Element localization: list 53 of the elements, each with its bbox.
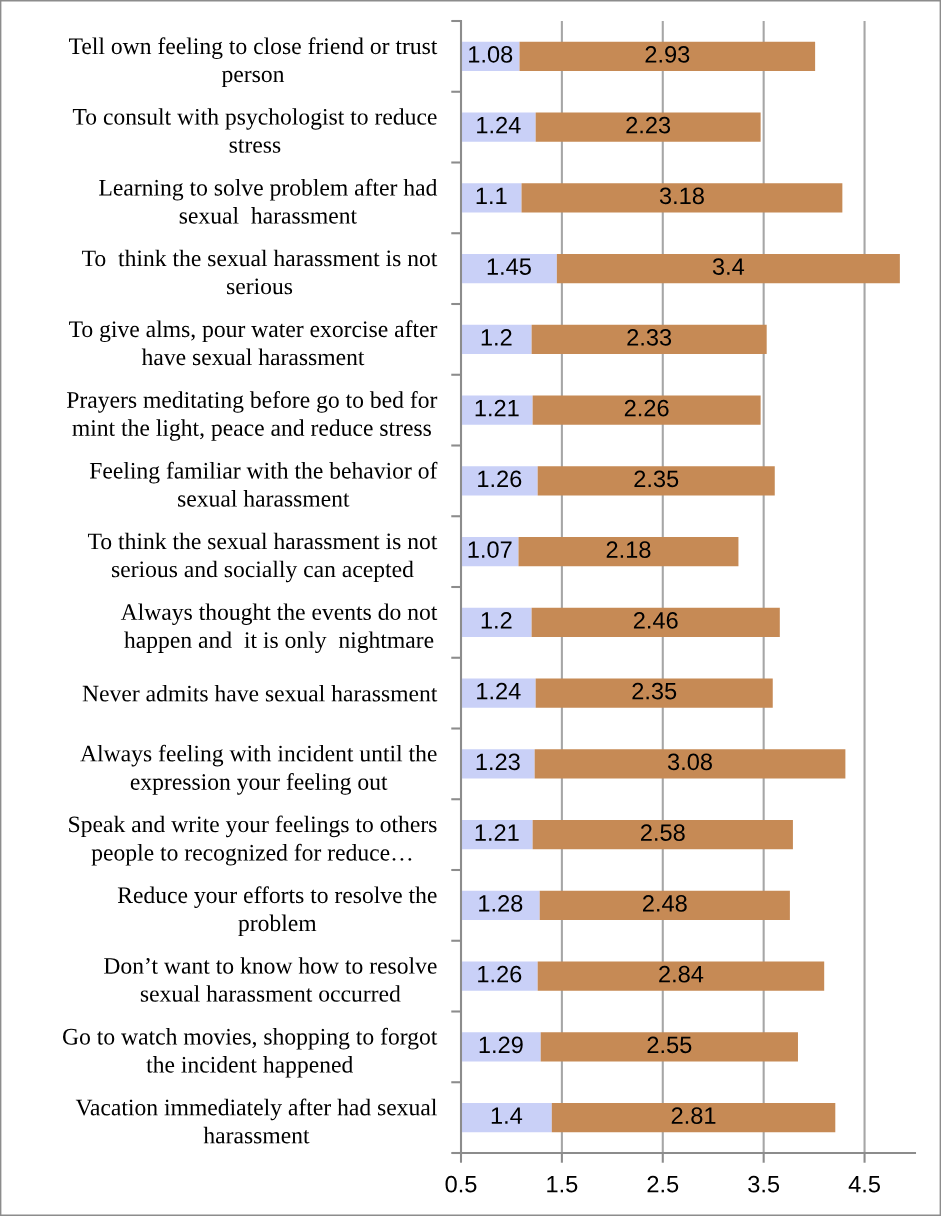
x-tick-label: 4.5: [848, 1176, 880, 1193]
data-label: 2.18: [606, 541, 651, 558]
y-tick-label: Go to watch movies, shopping to forgot the incident happened: [63, 1027, 438, 1078]
y-tick-label: Prayers meditating before go to bed for mint the light, peace and reduce stress: [66, 391, 438, 441]
data-label: 2.55: [647, 1036, 692, 1054]
data-label: 1.2: [481, 611, 512, 629]
y-tick-label: Vacation immediately after had sexual harassment: [75, 1098, 437, 1144]
data-label: 3.4: [712, 258, 745, 275]
y-tick-label: Always thought the events do not happen and it is only nightmare: [120, 603, 438, 653]
data-label: 1.07: [468, 541, 512, 558]
data-label: 2.58: [640, 824, 685, 841]
x-tick-label: 1.5: [547, 1176, 578, 1193]
data-label: 1.23: [476, 753, 520, 771]
data-label: 2.48: [643, 894, 687, 912]
y-tick-label: Feeling familiar with the behavior of sexual harassment: [89, 461, 438, 507]
data-label: 1.2: [481, 328, 512, 346]
x-tick-label: 0.5: [445, 1175, 477, 1193]
x-tick-label: 2.5: [647, 1175, 679, 1193]
y-tick-label: To think the sexual harassment is not serious: [82, 249, 438, 295]
data-label: 2.33: [627, 328, 672, 346]
y-tick-label: To give alms, pour water exorcise after have sexual harassment: [69, 320, 438, 366]
data-label: 2.35: [634, 470, 679, 488]
y-tick-label: To think the sexual harassment is not serious and socially can acepted: [87, 532, 438, 583]
data-label: 1.21: [475, 399, 519, 417]
y-tick-label: Reduce your efforts to resolve the problem: [117, 886, 437, 937]
y-tick-label: Speak and write your feelings to others people to recognized for reduce…: [69, 815, 437, 866]
data-label: 2.23: [626, 116, 671, 134]
data-label: 1.24: [477, 116, 521, 134]
data-label: 1.29: [479, 1036, 523, 1054]
x-tick-label: 3.5: [748, 1175, 780, 1193]
data-label: 1.08: [469, 45, 513, 63]
data-label: 1.21: [475, 824, 519, 841]
data-label: 1.4: [491, 1107, 523, 1124]
data-label: 2.93: [645, 45, 690, 63]
y-tick-label: Always feeling with incident until the expression your feeling out: [80, 744, 437, 795]
data-label: 3.08: [667, 753, 712, 771]
y-tick-label: Tell own feeling to close friend or trust person: [69, 37, 438, 88]
y-tick-label: Learning to solve problem after had sexual harassment: [99, 178, 438, 224]
data-label: 1.24: [477, 682, 521, 700]
y-tick-label: Don’t want to know how to resolve sexual harassment occurred: [104, 957, 437, 1002]
data-label: 2.46: [633, 611, 678, 629]
data-label: 2.84: [659, 965, 704, 983]
data-label: 1.45: [487, 258, 531, 275]
y-tick-label: To consult with psychologist to reduce stress: [72, 108, 437, 153]
data-label: 1.28: [479, 894, 523, 912]
data-label: 2.26: [624, 399, 669, 417]
data-label: 1.1: [476, 187, 507, 204]
data-label: 1.26: [478, 470, 522, 488]
data-label: 3.18: [659, 187, 704, 205]
data-label: 2.81: [671, 1107, 716, 1124]
y-tick-label: Never admits have sexual harassment: [82, 684, 438, 702]
data-label: 2.35: [632, 682, 677, 700]
data-label: 1.26: [478, 965, 522, 983]
